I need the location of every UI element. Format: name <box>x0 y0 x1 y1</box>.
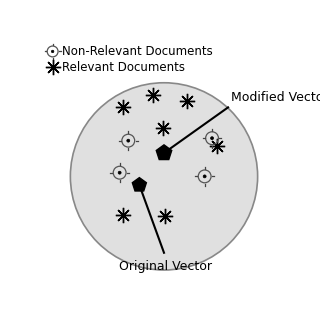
Circle shape <box>52 50 54 53</box>
Circle shape <box>127 139 130 142</box>
Text: Modified Vector: Modified Vector <box>230 91 320 104</box>
Circle shape <box>70 83 258 270</box>
Text: Non-Relevant Documents: Non-Relevant Documents <box>62 45 213 58</box>
Circle shape <box>118 171 121 174</box>
Circle shape <box>211 137 213 140</box>
Circle shape <box>203 175 206 178</box>
Polygon shape <box>156 145 172 160</box>
Polygon shape <box>132 178 146 191</box>
Text: Relevant Documents: Relevant Documents <box>62 61 185 74</box>
Text: Original Vector: Original Vector <box>119 260 212 273</box>
